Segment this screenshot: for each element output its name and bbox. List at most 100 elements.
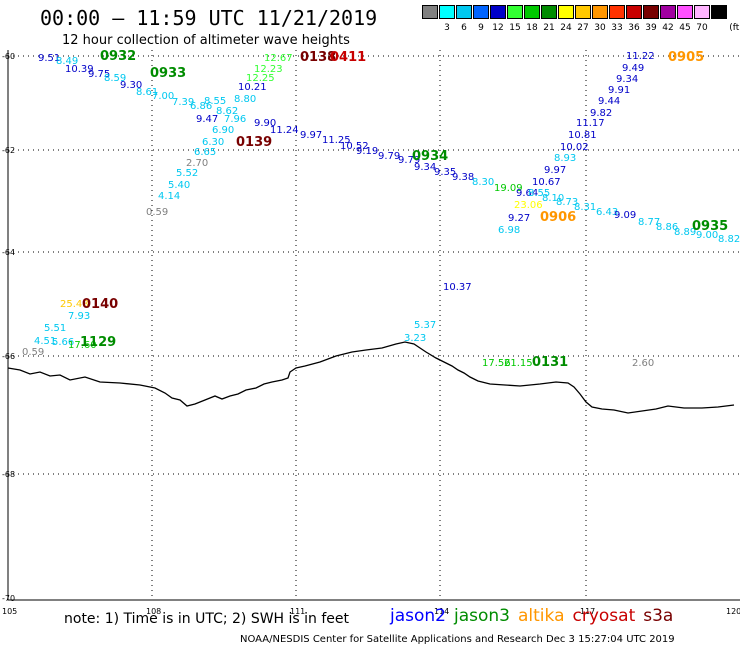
wave-height-label: 9.27 bbox=[508, 213, 530, 224]
wave-height-label: 10.37 bbox=[443, 282, 472, 293]
wave-height-label: 2.70 bbox=[186, 158, 208, 169]
wave-height-label: 5.52 bbox=[176, 168, 198, 179]
wave-height-label: 11.25 bbox=[322, 135, 351, 146]
pass-time-label: 1129 bbox=[80, 335, 116, 350]
wave-height-label: 8.61 bbox=[136, 87, 158, 98]
scale-label: 24 bbox=[560, 23, 572, 33]
wave-height-label: 6.86 bbox=[190, 101, 212, 112]
wave-height-label: 0.59 bbox=[146, 207, 168, 218]
scale-swatch bbox=[456, 5, 472, 19]
pass-time-label: 0906 bbox=[540, 210, 576, 225]
pass-time-label: 0905 bbox=[668, 50, 704, 65]
lon-tick-label: 117 bbox=[580, 607, 595, 616]
wave-height-label: 10.21 bbox=[238, 82, 267, 93]
pass-time-label: 0138 bbox=[300, 50, 336, 65]
wave-height-label: 4.51 bbox=[34, 336, 56, 347]
wave-height-label: 9.44 bbox=[598, 96, 620, 107]
scale-swatch bbox=[575, 5, 591, 19]
wave-height-label: 0.59 bbox=[22, 347, 44, 358]
scale-unit: (ft) bbox=[729, 23, 740, 33]
lat-tick-label: -68 bbox=[2, 470, 15, 479]
scale-label: 3 bbox=[444, 23, 450, 33]
wave-height-label: 6.65 bbox=[194, 147, 216, 158]
wave-height-label: 5.37 bbox=[414, 320, 436, 331]
wave-height-label: 9.91 bbox=[608, 85, 630, 96]
wave-height-label: 11.22 bbox=[626, 51, 655, 62]
wave-height-label: 7.39 bbox=[172, 97, 194, 108]
pass-time-label: 0934 bbox=[412, 149, 448, 164]
scale-label: 9 bbox=[478, 23, 484, 33]
scale-label: 70 bbox=[696, 23, 708, 33]
wave-height-label: 9.35 bbox=[434, 167, 456, 178]
wave-height-label: 8.49 bbox=[56, 56, 78, 67]
lon-tick-label: 114 bbox=[434, 607, 449, 616]
wave-height-label: 3.23 bbox=[404, 333, 426, 344]
wave-height-label: 4.14 bbox=[158, 191, 180, 202]
scale-swatch bbox=[626, 5, 642, 19]
scale-swatch bbox=[524, 5, 540, 19]
scale-swatch bbox=[422, 5, 438, 19]
scale-swatch bbox=[507, 5, 523, 19]
lat-tick-label: -64 bbox=[2, 248, 15, 257]
lon-tick-label: 111 bbox=[290, 607, 305, 616]
pass-time-label: 0131 bbox=[532, 355, 568, 370]
lat-tick-label: -66 bbox=[2, 352, 15, 361]
pass-time-label: 0933 bbox=[150, 66, 186, 81]
wave-height-label: 6.98 bbox=[498, 225, 520, 236]
wave-height-label: 12.23 bbox=[254, 64, 283, 75]
wave-height-label: 8.89 bbox=[674, 227, 696, 238]
wave-height-label: 8.10 bbox=[542, 193, 564, 204]
scale-swatch bbox=[490, 5, 506, 19]
scale-label: 39 bbox=[645, 23, 657, 33]
wave-height-label: 8.30 bbox=[472, 177, 494, 188]
wave-height-label: 10.67 bbox=[532, 177, 561, 188]
wave-height-label: 19.09 bbox=[494, 183, 523, 194]
wave-height-label: 6.43 bbox=[596, 207, 618, 218]
wave-height-label: 9.49 bbox=[622, 63, 644, 74]
scale-swatch bbox=[473, 5, 489, 19]
wave-height-label: 9.82 bbox=[590, 108, 612, 119]
wave-height-label: 8.80 bbox=[234, 94, 256, 105]
wave-height-label: 7.93 bbox=[68, 311, 90, 322]
scale-label: 21 bbox=[543, 23, 555, 33]
lon-tick-label: 105 bbox=[2, 607, 17, 616]
wave-height-label: 9.30 bbox=[120, 80, 142, 91]
scale-swatch bbox=[439, 5, 455, 19]
wave-height-label: 9.19 bbox=[356, 146, 378, 157]
altimeter-labels: 9.518.4910.399.758.599.308.617.007.396.8… bbox=[22, 49, 740, 370]
wave-height-label: 8.55 bbox=[204, 96, 226, 107]
scale-label: 33 bbox=[611, 23, 623, 33]
wave-height-label: 9.09 bbox=[614, 210, 636, 221]
wave-height-label: 8.77 bbox=[638, 217, 660, 228]
scale-label: 30 bbox=[594, 23, 606, 33]
wave-height-label: 9.34 bbox=[414, 162, 436, 173]
page-subtitle: 12 hour collection of altimeter wave hei… bbox=[62, 33, 350, 48]
wave-height-label: 9.97 bbox=[300, 130, 322, 141]
wave-height-label: 8.59 bbox=[104, 73, 126, 84]
wave-height-label: 6.30 bbox=[202, 137, 224, 148]
scale-label: 18 bbox=[526, 23, 538, 33]
wave-height-label: 10.52 bbox=[340, 141, 369, 152]
scale-swatch bbox=[609, 5, 625, 19]
scale-label: 45 bbox=[679, 23, 691, 33]
lat-tick-label: -62 bbox=[2, 146, 15, 155]
pass-time-label: 0935 bbox=[692, 219, 728, 234]
lat-tick-label: -60 bbox=[2, 52, 15, 61]
scale-label: 27 bbox=[577, 23, 589, 33]
axis-labels: -60 -62 -64 -66 -68 -70 105 108 111 114 117 120 bbox=[2, 52, 740, 616]
wave-height-label: 8.86 bbox=[656, 222, 678, 233]
legend-item-cryosat: cryosat bbox=[572, 606, 636, 626]
wave-height-label: 10.81 bbox=[568, 130, 597, 141]
map-frame bbox=[7, 50, 740, 601]
wave-height-label: 5.66 bbox=[52, 337, 74, 348]
wave-height-label: 17.56 bbox=[482, 358, 511, 369]
wave-height-label: 9.51 bbox=[38, 53, 60, 64]
scale-label: 6 bbox=[461, 23, 467, 33]
wave-height-label: 9.90 bbox=[254, 118, 276, 129]
scale-swatch bbox=[660, 5, 676, 19]
wave-height-label: 5.51 bbox=[44, 323, 66, 334]
pass-time-label: 0411 bbox=[330, 50, 366, 65]
wave-height-label: 9.47 bbox=[196, 114, 218, 125]
wave-height-label: 11.17 bbox=[576, 118, 605, 129]
